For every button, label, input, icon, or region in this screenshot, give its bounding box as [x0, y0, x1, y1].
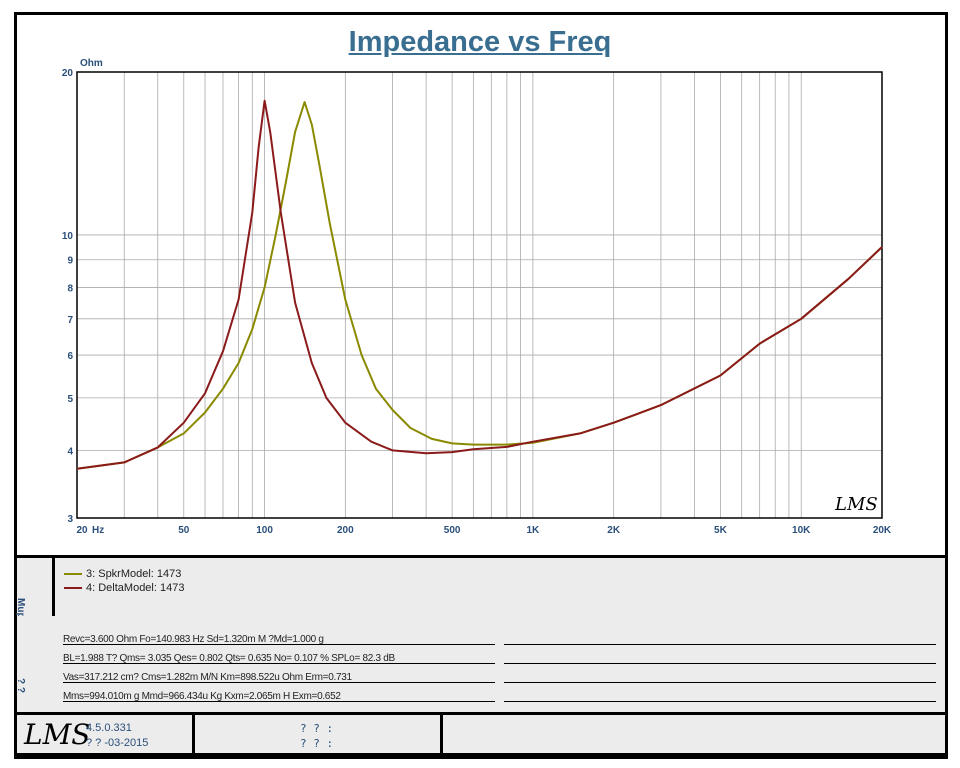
x-tick-label: 5K — [714, 525, 728, 536]
x-tick-label: 100 — [256, 525, 273, 536]
y-tick-label: 4 — [67, 446, 73, 457]
y-tick-label: 5 — [67, 394, 73, 405]
y-tick-label: 8 — [67, 283, 73, 294]
x-tick-label: 50 — [178, 525, 190, 536]
footer-field-1: ? ? : — [300, 722, 334, 735]
lms-logo: LMS — [24, 718, 91, 751]
y-tick-label: 7 — [67, 315, 73, 326]
legend-swatch — [64, 587, 82, 589]
legend-item-deltamodel: 4: DeltaModel: 1473 — [64, 582, 184, 594]
legend-label: 3: SpkrModel: 1473 — [86, 568, 182, 580]
footer-band — [14, 712, 948, 756]
footer-field-2: ? ? : — [300, 737, 334, 750]
y-tick-label: 10 — [62, 231, 74, 242]
series-line-deltamodel — [76, 99, 883, 470]
y-tick-label: 9 — [67, 256, 73, 267]
plot-area — [77, 72, 882, 518]
lms-watermark: LMS — [834, 494, 878, 515]
y-tick-label: 3 — [67, 514, 73, 525]
legend-label: 4: DeltaModel: 1473 — [86, 582, 185, 594]
param-line-3: Vas=317.212 cm? Cms=1.282m M/N Km=898.52… — [63, 672, 352, 683]
x-tick-label: 500 — [444, 525, 461, 536]
date-label: ? ? -03-2015 — [86, 737, 149, 749]
param-line-2: BL=1.988 T? Qms= 3.035 Qes= 0.802 Qts= 0… — [63, 653, 395, 664]
version-label: 4.5.0.331 — [86, 722, 132, 734]
x-tick-label: 10K — [792, 525, 811, 536]
x-tick-label: 20K — [873, 525, 892, 536]
legend-swatch — [64, 573, 82, 575]
chart-title: Impedance vs Freq — [348, 26, 612, 58]
param-line-1: Revc=3.600 Ohm Fo=140.983 Hz Sd=1.320m M… — [63, 634, 324, 645]
plot-border — [76, 71, 883, 519]
param-line-4: Mms=994.010m g Mmd=966.434u Kg Kxm=2.065… — [63, 691, 341, 702]
y-tick-label: 20 — [62, 68, 74, 79]
x-tick-label: 2K — [607, 525, 621, 536]
params-side-label: ? ? — [15, 678, 26, 693]
y-tick-label: 6 — [67, 351, 73, 362]
impedance-chart: 20 50 100 200 500 1K 2K 5K 10K 20K Hz 3 4 5 6 7 8 9 10 20 Oh… — [62, 58, 892, 536]
y-axis-unit: Ohm — [80, 58, 103, 69]
x-axis-unit: Hz — [92, 525, 104, 536]
x-tick-label: 20 — [76, 525, 88, 536]
x-tick-label: 1K — [526, 525, 540, 536]
legend-item-spkrmodel: 3: SpkrModel: 1473 — [64, 568, 181, 580]
x-tick-label: 200 — [337, 525, 354, 536]
